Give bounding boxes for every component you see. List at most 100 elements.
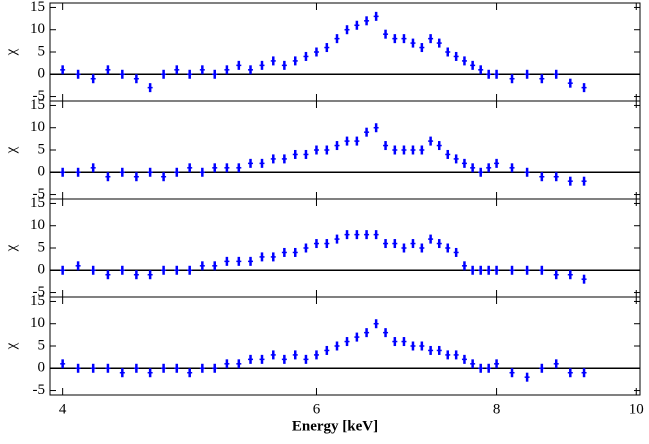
y-axis-label: χ (3, 48, 19, 56)
data-point (303, 149, 309, 159)
data-point (581, 176, 587, 186)
data-point (259, 60, 265, 70)
data-point (236, 256, 242, 266)
data-point (161, 172, 167, 182)
data-point (75, 69, 81, 79)
data-point (313, 145, 319, 155)
data-point (187, 265, 193, 275)
data-point (567, 270, 573, 280)
data-point (248, 256, 254, 266)
data-point (147, 368, 153, 378)
plot-frame (49, 198, 641, 298)
data-point (373, 230, 379, 240)
data-point (470, 60, 476, 70)
data-point (539, 74, 545, 84)
data-point (553, 359, 559, 369)
data-point (524, 69, 530, 79)
data-point (119, 167, 125, 177)
data-point (553, 172, 559, 182)
data-point (119, 368, 125, 378)
data-point (147, 270, 153, 280)
data-point (174, 167, 180, 177)
data-point (105, 363, 111, 373)
data-point (419, 243, 425, 253)
data-point (470, 359, 476, 369)
data-point (334, 141, 340, 151)
data-point (436, 239, 442, 249)
data-point (90, 363, 96, 373)
data-point (354, 136, 360, 146)
data-point (147, 167, 153, 177)
data-point (524, 167, 530, 177)
x-tick-label: 8 (493, 401, 501, 417)
data-point (478, 363, 484, 373)
data-point (270, 252, 276, 262)
data-point (324, 145, 330, 155)
data-point (383, 141, 389, 151)
data-point (373, 319, 379, 329)
data-point (105, 65, 111, 75)
data-point (313, 239, 319, 249)
data-point (174, 363, 180, 373)
data-point (199, 261, 205, 271)
data-point (354, 20, 360, 30)
data-point (119, 69, 125, 79)
data-point (392, 34, 398, 44)
data-point (486, 163, 492, 173)
data-point (509, 163, 515, 173)
data-point (410, 38, 416, 48)
data-point (509, 74, 515, 84)
data-point (292, 56, 298, 66)
data-point (410, 239, 416, 249)
data-point (383, 29, 389, 39)
data-point (509, 368, 515, 378)
plot-frame (49, 100, 641, 200)
data-point (364, 16, 370, 26)
data-point (90, 265, 96, 275)
data-point (445, 149, 451, 159)
data-point (187, 163, 193, 173)
data-point (539, 172, 545, 182)
data-point (334, 341, 340, 351)
data-point (224, 359, 230, 369)
data-point (224, 163, 230, 173)
data-point (486, 363, 492, 373)
y-axis-label: χ (3, 342, 19, 350)
data-point (344, 337, 350, 347)
data-point (461, 354, 467, 364)
data-point (453, 154, 459, 164)
data-point (567, 368, 573, 378)
data-point (199, 363, 205, 373)
y-tick-label: -5 (33, 186, 46, 202)
data-point (445, 47, 451, 57)
data-point (248, 158, 254, 168)
data-point (75, 167, 81, 177)
data-point (133, 172, 139, 182)
y-tick-label: 5 (38, 337, 46, 353)
y-tick-label: 5 (38, 239, 46, 255)
data-point (270, 350, 276, 360)
y-tick-label: 0 (38, 66, 46, 82)
data-point (187, 69, 193, 79)
data-point (90, 74, 96, 84)
data-point (581, 368, 587, 378)
data-point (486, 265, 492, 275)
y-tick-label: 0 (38, 262, 46, 278)
data-point (383, 239, 389, 249)
data-point (364, 127, 370, 137)
data-point (461, 158, 467, 168)
data-point (161, 69, 167, 79)
y-tick-label: 0 (38, 164, 46, 180)
data-point (567, 78, 573, 88)
y-tick-label: 15 (30, 0, 45, 15)
data-point (445, 350, 451, 360)
data-point (60, 65, 66, 75)
data-point (354, 230, 360, 240)
data-point (60, 265, 66, 275)
data-point (553, 69, 559, 79)
y-tick-label: 5 (38, 43, 46, 59)
data-point (581, 83, 587, 93)
data-point (281, 247, 287, 257)
data-point (292, 350, 298, 360)
